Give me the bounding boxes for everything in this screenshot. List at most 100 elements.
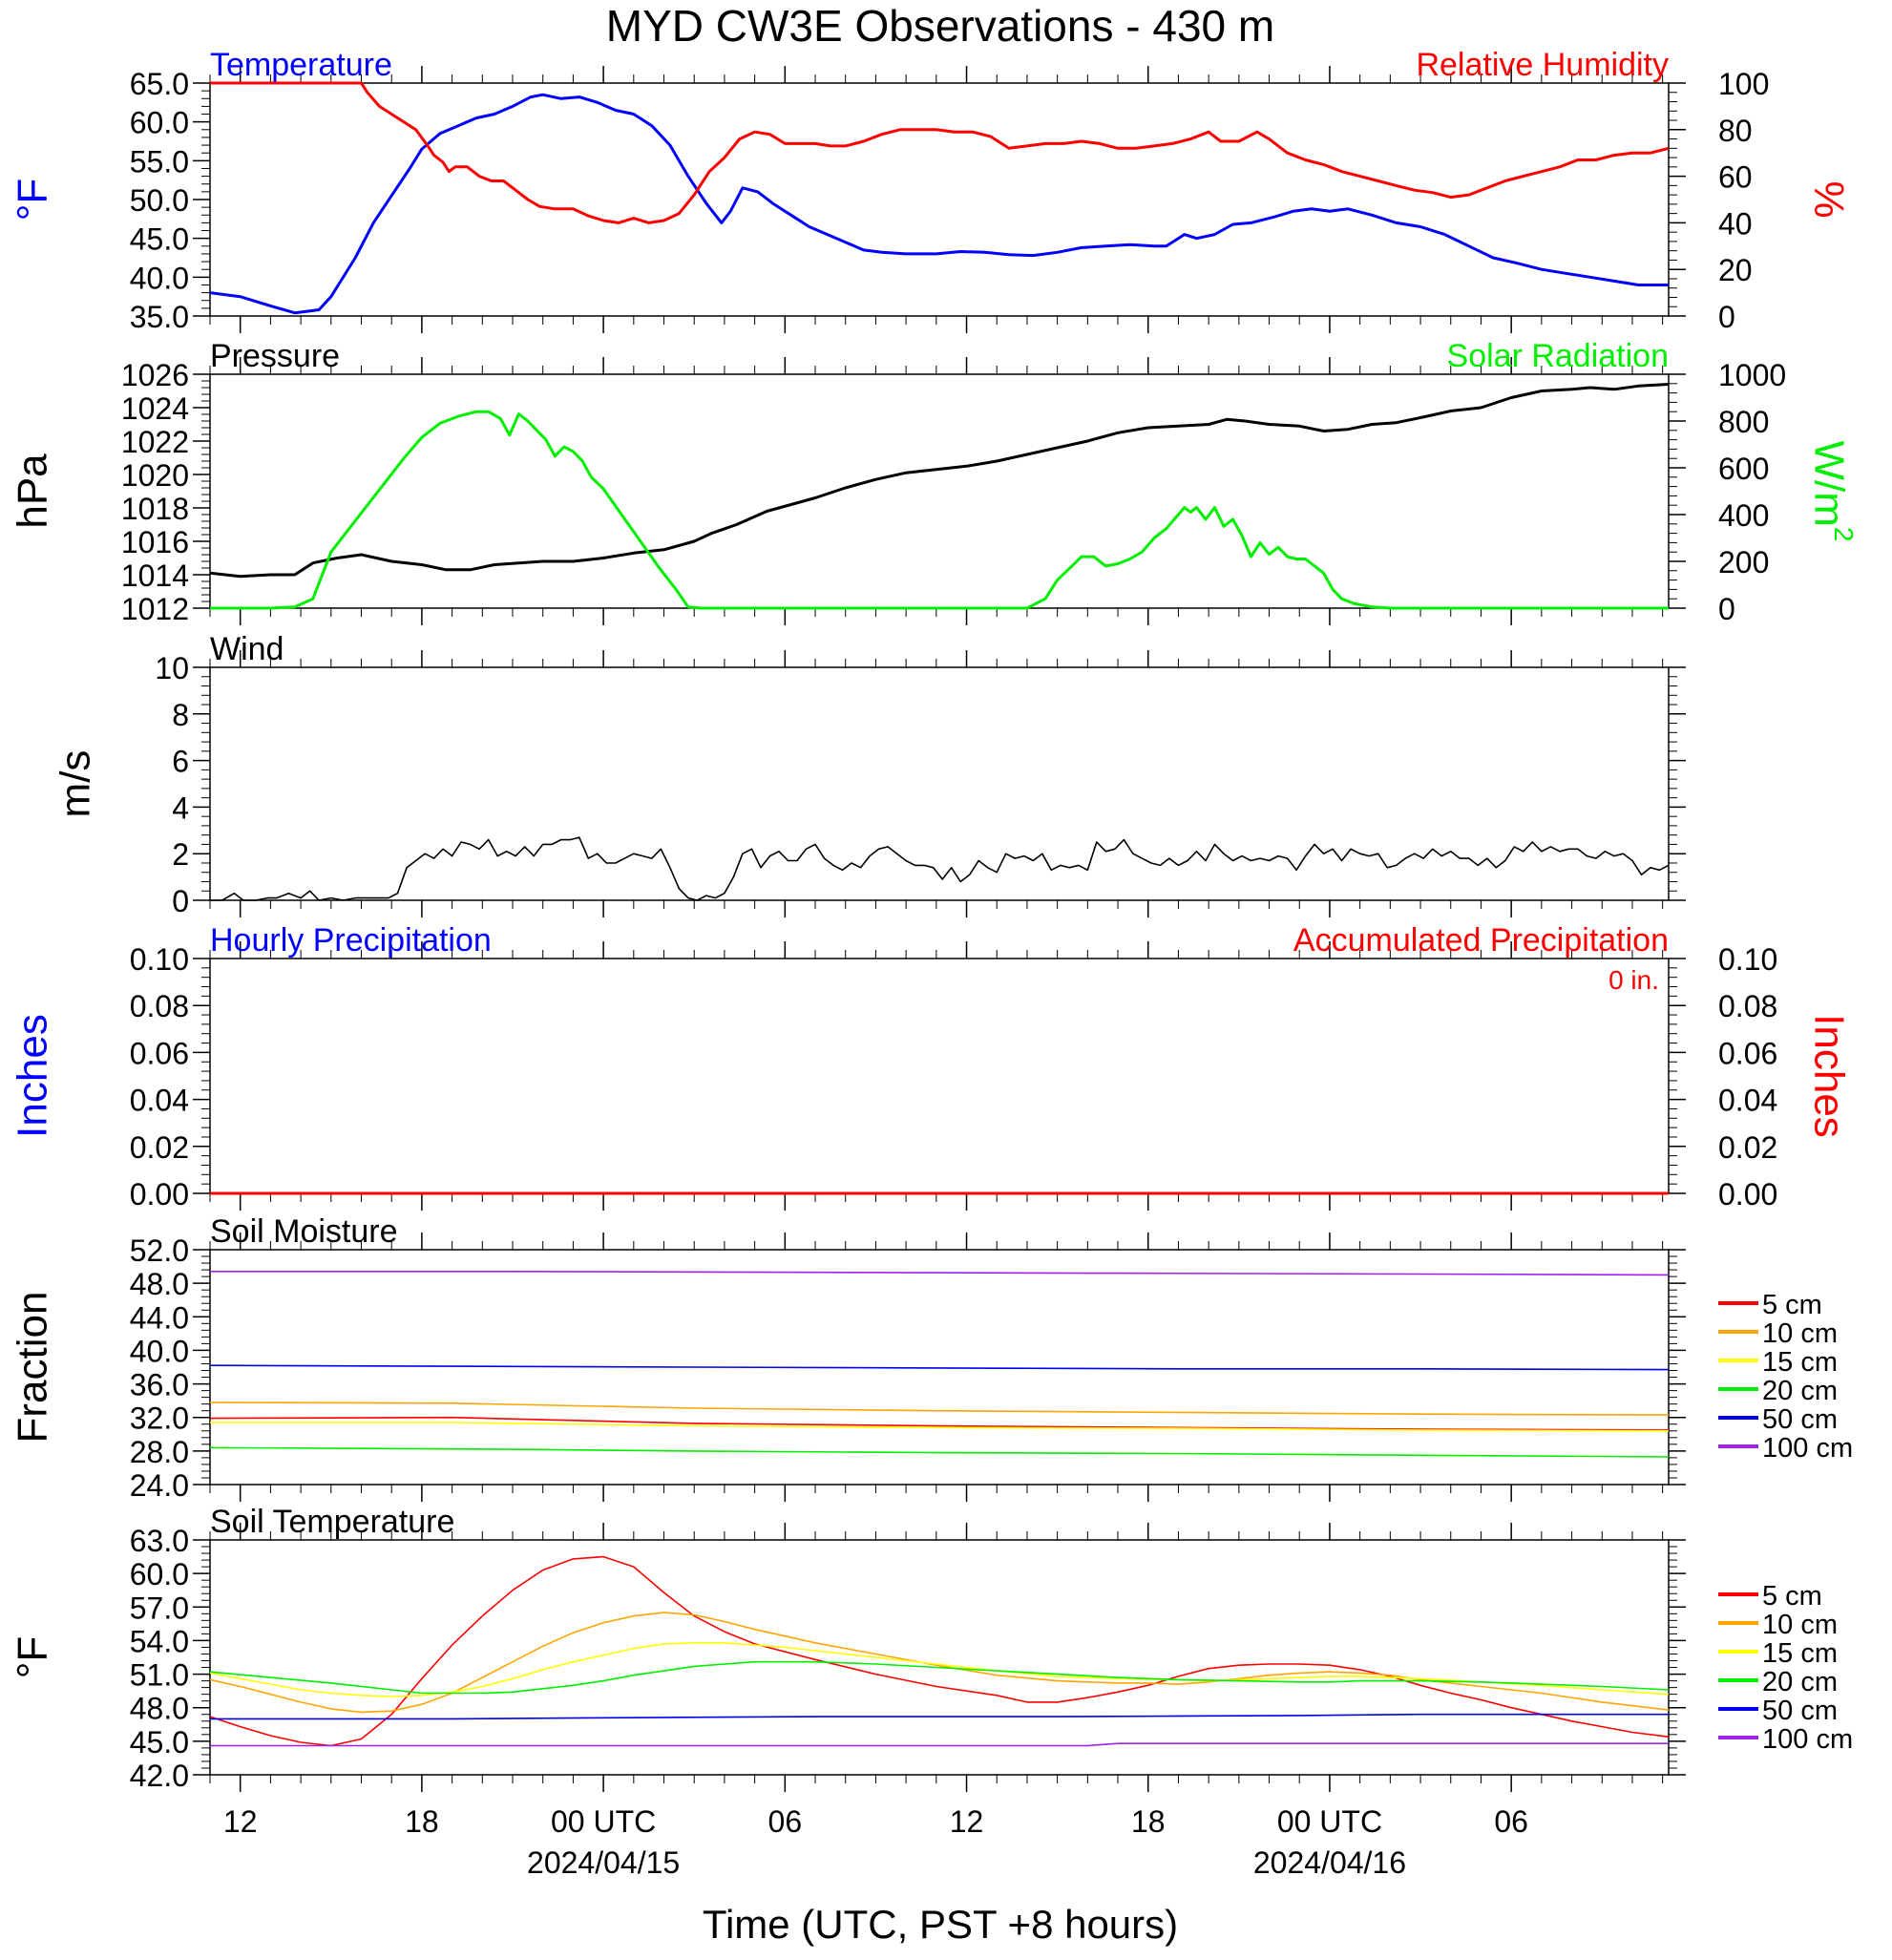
y-tick-label-left: 52.0	[130, 1233, 189, 1268]
y-tick-label-left: 0.06	[130, 1036, 189, 1070]
series-line-10-cm	[210, 1612, 1669, 1714]
y-tick-label-left: 8	[172, 698, 189, 732]
y-tick-label-left: 1012	[121, 592, 189, 626]
series-line-solar-radiation	[210, 410, 1669, 610]
y-tick-label-left: 28.0	[130, 1435, 189, 1469]
legend-label: 100 cm	[1762, 1724, 1853, 1755]
panel-title-left: Soil Temperature	[210, 1504, 454, 1540]
y-tick-label-right: 1000	[1718, 358, 1786, 392]
series-group	[210, 81, 1669, 315]
series-line-50-cm	[210, 1364, 1669, 1371]
y-axis-label-left: °F	[10, 179, 56, 221]
y-tick-label-right: 0.04	[1718, 1084, 1777, 1118]
panel-frame	[209, 1249, 1670, 1486]
y-tick-label-right: 0	[1718, 592, 1735, 626]
x-tick-label: 12	[950, 1804, 984, 1839]
y-tick-label-right: 800	[1718, 405, 1769, 439]
y-axis-label-left: m/s	[53, 750, 99, 818]
y-tick-label-left: 0.00	[130, 1177, 189, 1212]
series-group	[210, 383, 1669, 610]
x-tick-label: 00 UTC	[551, 1804, 656, 1839]
panel-title-left: Wind	[210, 631, 284, 667]
legend-label: 100 cm	[1762, 1433, 1853, 1464]
y-tick-label-left: 10	[155, 651, 189, 685]
y-tick-label-left: 1020	[121, 458, 189, 493]
y-tick-label-left: 50.0	[130, 183, 189, 218]
y-tick-label-right: 600	[1718, 452, 1769, 486]
series-group	[210, 836, 1669, 901]
series-line-wind	[210, 836, 1669, 901]
legend-label: 5 cm	[1762, 1290, 1822, 1320]
panel-soil_temperature: 42.045.048.051.054.057.060.063.0 Soil Tem…	[10, 1504, 1853, 1793]
x-tick-date-label: 2024/04/16	[1253, 1845, 1406, 1880]
y-tick-label-left: 57.0	[130, 1591, 189, 1625]
y-tick-label-left: 0.08	[130, 989, 189, 1023]
series-line-15-cm	[210, 1642, 1669, 1697]
x-tick-label: 00 UTC	[1277, 1804, 1382, 1839]
y-axis-label-left: Fraction	[10, 1292, 56, 1444]
panel-title-right: Accumulated Precipitation	[1293, 922, 1669, 959]
y-tick-label-left: 45.0	[130, 222, 189, 257]
panel-title-left: Hourly Precipitation	[210, 922, 492, 959]
y-tick-label-left: 55.0	[130, 144, 189, 179]
series-line-50-cm	[210, 1713, 1669, 1720]
y-tick-label-right: 60	[1718, 160, 1753, 195]
y-tick-label-right: 0.08	[1718, 989, 1777, 1023]
y-axis-label-superscript: 2	[1829, 527, 1859, 542]
y-tick-label-left: 0.10	[130, 942, 189, 977]
y-tick-label-left: 35.0	[130, 300, 189, 334]
y-tick-label-left: 1018	[121, 492, 189, 526]
y-axis-label-left: °F	[10, 1636, 56, 1678]
y-axis-label-right: W/m2	[1805, 441, 1858, 542]
series-line-15-cm	[210, 1422, 1669, 1432]
legend-label: 20 cm	[1762, 1376, 1838, 1406]
y-tick-label-right: 0	[1718, 300, 1735, 334]
y-tick-label-left: 1026	[121, 358, 189, 392]
panel-soil_moisture: 24.028.032.036.040.044.048.052.0 Soil Moi…	[10, 1213, 1853, 1503]
panel-title-left: Soil Moisture	[210, 1213, 398, 1250]
x-tick-date-label: 2024/04/15	[527, 1845, 680, 1880]
y-tick-label-left: 54.0	[130, 1624, 189, 1658]
chart-panels: 35.040.045.050.055.060.065.0020406080100…	[10, 47, 1859, 1793]
y-tick-label-left: 48.0	[130, 1267, 189, 1301]
series-line-20-cm	[210, 1446, 1669, 1458]
y-tick-label-left: 36.0	[130, 1368, 189, 1402]
y-tick-label-left: 42.0	[130, 1759, 189, 1793]
legend-label: 10 cm	[1762, 1318, 1838, 1349]
time-axis-label: Time (UTC, PST +8 hours)	[703, 1902, 1178, 1947]
panel-wind: 0 2 4 6 8 10 Wind m/s	[53, 631, 1686, 918]
legend-label: 5 cm	[1762, 1581, 1822, 1612]
legend-label: 50 cm	[1762, 1696, 1838, 1726]
series-line-10-cm	[210, 1402, 1669, 1416]
y-tick-label-right: 400	[1718, 498, 1769, 533]
legend-label: 15 cm	[1762, 1347, 1838, 1378]
panel-title-left: Temperature	[210, 47, 392, 83]
y-tick-label-right: 0.00	[1718, 1177, 1777, 1212]
series-line-5-cm	[210, 1555, 1669, 1747]
y-tick-label-left: 40.0	[130, 261, 189, 295]
y-tick-label-right: 40	[1718, 206, 1753, 241]
y-tick-label-left: 1014	[121, 558, 189, 593]
y-axis-label-left: Inches	[10, 1014, 56, 1138]
y-tick-label-right: 100	[1718, 67, 1769, 101]
y-tick-label-left: 1016	[121, 525, 189, 559]
panel-title-right: Relative Humidity	[1416, 47, 1669, 83]
y-axis-label-right: Inches	[1805, 1014, 1852, 1138]
y-axis-label-right: %	[1805, 180, 1852, 218]
y-tick-label-left: 1022	[121, 425, 189, 459]
y-tick-label-left: 0.04	[130, 1084, 189, 1118]
series-line-100-cm	[210, 1742, 1669, 1747]
y-tick-label-left: 0.02	[130, 1130, 189, 1165]
series-line-relative-humidity	[210, 81, 1669, 224]
y-tick-label-left: 6	[172, 745, 189, 779]
y-tick-label-right: 0.02	[1718, 1130, 1777, 1165]
y-tick-label-left: 63.0	[130, 1524, 189, 1558]
panel-title-left: Pressure	[210, 338, 340, 374]
y-tick-label-left: 44.0	[130, 1300, 189, 1335]
panel-frame	[209, 666, 1670, 901]
